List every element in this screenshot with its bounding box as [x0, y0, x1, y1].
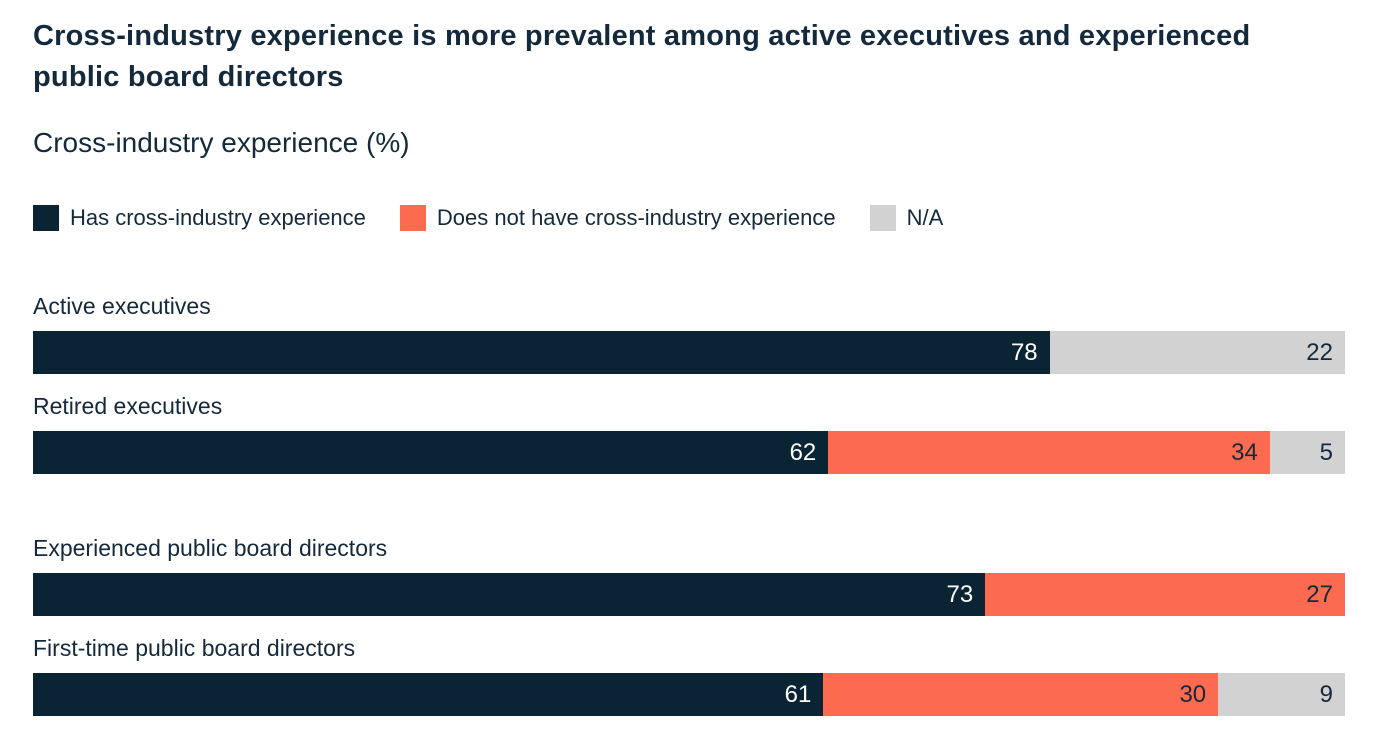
legend-label: Has cross-industry experience [70, 205, 366, 231]
bar-chart: Active executives 78 22 Retired executives 6… [33, 293, 1345, 717]
legend-color-swatch [869, 205, 896, 232]
value-label: 34 [1231, 438, 1258, 466]
value-label: 61 [784, 680, 812, 708]
value-label: 78 [1010, 338, 1038, 366]
chart-row: Experienced public board directors 73 27 [33, 535, 1345, 617]
chart-row: First-time public board directors 61 30 9 [33, 635, 1345, 717]
chart-subtitle: Cross-industry experience (%) [33, 127, 410, 159]
value-label: 27 [1306, 580, 1333, 608]
stacked-bar: 73 27 [33, 573, 1345, 617]
value-label: 30 [1179, 680, 1207, 708]
chart-row: Active executives 78 22 [33, 293, 1345, 375]
legend-item: N/A [869, 205, 944, 232]
bar-segment: 62 [33, 431, 829, 475]
bar-segment: 30 [823, 673, 1219, 717]
bar-segment: 73 [33, 573, 986, 617]
bar-segment: 27 [985, 573, 1345, 617]
value-label: 22 [1306, 338, 1333, 366]
value-label: 9 [1319, 680, 1333, 708]
legend-item: Has cross-industry experience [33, 205, 366, 232]
category-label: Active executives [33, 293, 211, 320]
bar-segment: 5 [1269, 431, 1345, 475]
legend-color-swatch [33, 205, 59, 232]
legend-item: Does not have cross-industry experience [399, 205, 836, 232]
bar-segment: 78 [33, 331, 1050, 375]
bar-segment: 34 [828, 431, 1270, 475]
category-label: Retired executives [33, 393, 223, 420]
legend-label: Does not have cross-industry experience [436, 205, 836, 231]
bar-segment: 9 [1218, 673, 1345, 717]
chart-title: Cross-industry experience is more preval… [33, 20, 1251, 93]
bar-segment: 61 [33, 673, 824, 717]
stacked-bar: 78 22 [33, 331, 1345, 375]
category-label: First-time public board directors [33, 635, 356, 662]
legend: Has cross-industry experience Does not ha… [33, 205, 1345, 232]
category-label: Experienced public board directors [33, 535, 388, 562]
legend-color-swatch [399, 205, 426, 232]
value-label: 5 [1319, 438, 1333, 466]
bar-segment: 22 [1049, 331, 1345, 375]
stacked-bar: 61 30 9 [33, 673, 1345, 717]
value-label: 73 [946, 580, 974, 608]
value-label: 62 [789, 438, 817, 466]
chart-row: Retired executives 62 34 5 [33, 393, 1345, 475]
legend-label: N/A [906, 205, 944, 231]
stacked-bar: 62 34 5 [33, 431, 1345, 475]
